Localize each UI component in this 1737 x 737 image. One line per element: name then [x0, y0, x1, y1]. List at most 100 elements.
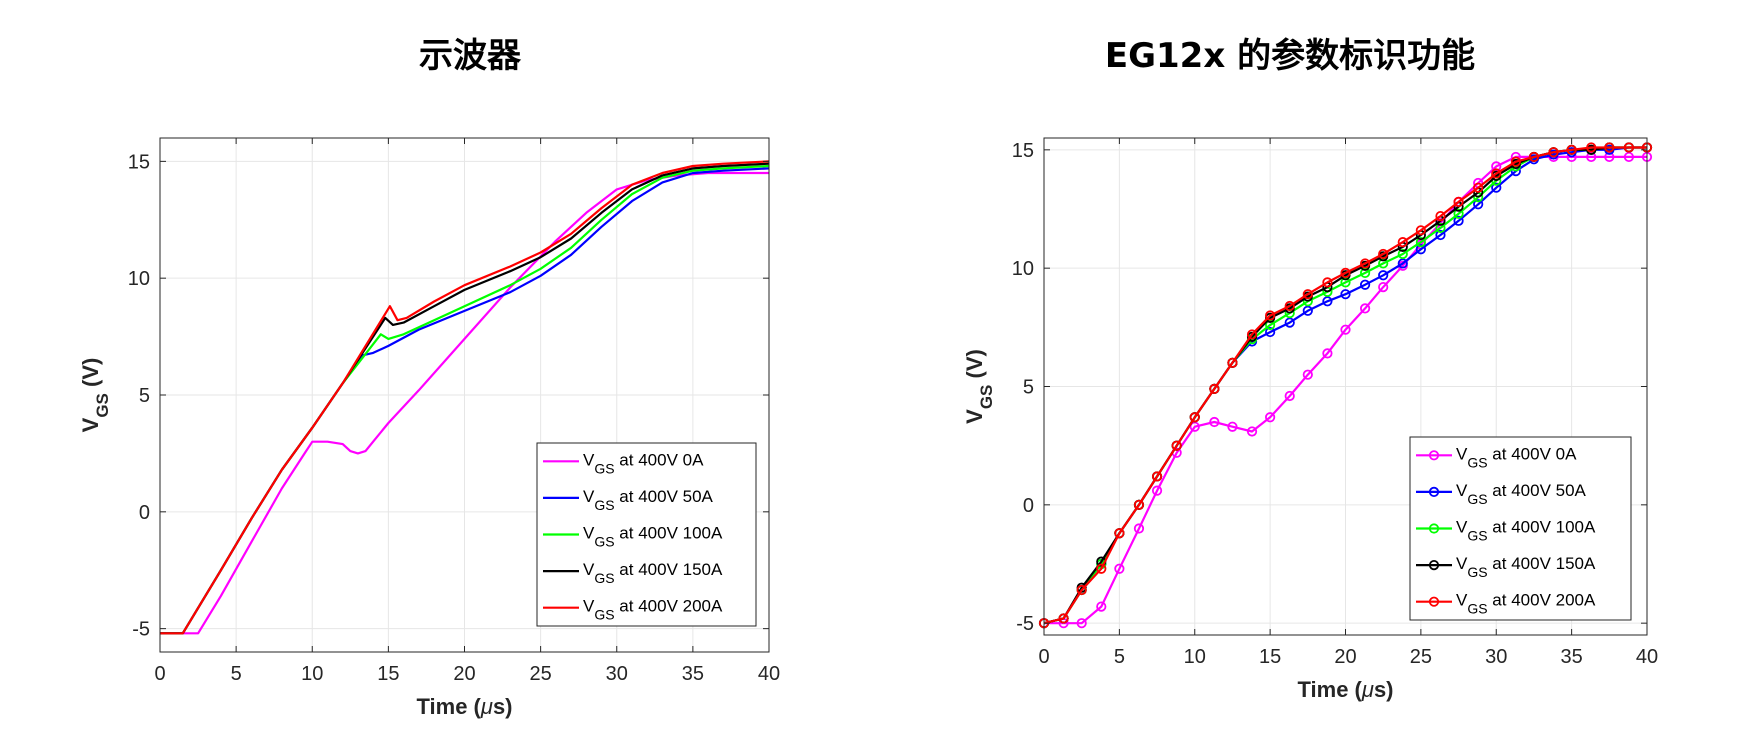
series-line-4 [160, 160, 770, 635]
series-point-2 [1415, 237, 1426, 248]
legend-marker-0 [1428, 450, 1440, 461]
legend-label-4: VGS at 400V 200A [1456, 591, 1596, 617]
series-point-0 [1076, 618, 1087, 629]
legend-label-0: VGS at 400V 0A [583, 450, 704, 476]
series-point-1 [1435, 229, 1446, 241]
x-tick-label: 20 [1334, 646, 1356, 668]
series-point-2 [1359, 267, 1371, 278]
y-tick-label: 10 [128, 268, 150, 290]
series-point-4 [1246, 329, 1258, 340]
series-point-0 [1378, 281, 1389, 293]
x-tick-label: 40 [1636, 646, 1658, 668]
legend-label-1: VGS at 400V 50A [583, 487, 714, 513]
series-point-0 [1265, 412, 1276, 423]
series-point-4 [1378, 248, 1389, 260]
x-axis-label: Time (μs) [1297, 677, 1393, 702]
legend: VGS at 400V 0A VGS at 400V 50A VGS at 400V… [536, 442, 757, 627]
x-tick-label: 30 [1485, 646, 1507, 668]
series-point-2 [1340, 277, 1351, 288]
legend-marker-4 [1428, 596, 1440, 607]
series-point-4 [1096, 563, 1107, 574]
series-point-4 [1302, 289, 1313, 300]
series-point-4 [1473, 182, 1484, 193]
y-tick-label: 5 [139, 385, 150, 407]
x-axis-label: Time (μs) [416, 694, 512, 719]
series-line-0 [160, 171, 769, 635]
series-point-4 [1623, 142, 1635, 153]
x-tick-label: 20 [453, 663, 475, 685]
series-point-4 [1548, 147, 1559, 158]
series-point-4 [1586, 142, 1597, 153]
series-point-0 [1322, 348, 1333, 359]
series-point-2 [1397, 248, 1408, 260]
series-point-4 [1604, 142, 1615, 153]
series-point-0 [1133, 523, 1145, 534]
series-point-4 [1415, 225, 1426, 236]
y-tick-label: 5 [1023, 377, 1034, 399]
series-point-4 [1076, 584, 1087, 596]
legend-marker-2 [1428, 523, 1440, 534]
series-point-0 [1246, 426, 1258, 437]
series-point-1 [1415, 244, 1426, 255]
series-point-4 [1453, 196, 1464, 207]
series-point-4 [1114, 528, 1125, 539]
legend-label-3: VGS at 400V 150A [1456, 554, 1596, 580]
y-tick-label: 0 [139, 502, 150, 524]
series-point-2 [1435, 222, 1446, 234]
series-point-0 [1151, 485, 1163, 496]
series-point-0 [1604, 151, 1615, 163]
chart-title-left: 示波器 [419, 36, 521, 76]
series-point-1 [1453, 215, 1464, 226]
legend-label-1: VGS at 400V 50A [1456, 481, 1587, 507]
x-tick-label: 30 [606, 663, 628, 685]
series-point-4 [1510, 156, 1521, 167]
series-point-0 [1189, 421, 1200, 432]
x-tick-label: 35 [1561, 646, 1583, 668]
y-tick-label: -5 [132, 619, 150, 641]
series-point-0 [1114, 563, 1125, 574]
series-point-0 [1302, 369, 1313, 380]
series-point-0 [1227, 421, 1238, 432]
series-point-4 [1528, 151, 1540, 163]
y-tick-label: 15 [1012, 140, 1034, 162]
series-point-0 [1209, 416, 1220, 428]
series-point-1 [1340, 289, 1351, 300]
series-point-1 [1491, 182, 1502, 193]
series-point-1 [1284, 317, 1295, 328]
series-point-4 [1284, 300, 1295, 312]
series-point-0 [1340, 324, 1351, 335]
legend: VGS at 400V 0A VGS at 400V 50A VGS at 400V… [1409, 436, 1632, 621]
y-axis-label: VGS (V) [962, 349, 996, 424]
series-point-4 [1322, 277, 1333, 288]
x-tick-label: 10 [301, 663, 323, 685]
y-tick-label: 15 [128, 151, 150, 173]
x-tick-label: 0 [1038, 646, 1049, 668]
series-point-2 [1453, 208, 1464, 219]
series-point-1 [1322, 296, 1333, 307]
series-point-2 [1378, 258, 1389, 269]
series-point-4 [1397, 237, 1408, 248]
legend-label-2: VGS at 400V 100A [1456, 518, 1596, 544]
series-point-4 [1171, 440, 1182, 451]
y-axis-label: VGS (V) [78, 358, 112, 433]
series-point-4 [1265, 310, 1276, 321]
series-point-1 [1302, 305, 1313, 316]
series-point-4 [1133, 499, 1145, 510]
x-tick-label: 0 [154, 663, 165, 685]
series-point-4 [1209, 383, 1220, 394]
x-tick-label: 5 [231, 663, 242, 685]
series-point-4 [1227, 357, 1238, 368]
x-tick-label: 15 [1259, 646, 1281, 668]
series-point-0 [1491, 161, 1502, 172]
series-point-0 [1096, 601, 1107, 612]
series-point-4 [1189, 412, 1200, 423]
series-point-2 [1265, 319, 1276, 331]
x-tick-label: 25 [530, 663, 552, 685]
series-point-4 [1566, 144, 1577, 155]
x-tick-label: 40 [758, 663, 780, 685]
legend-label-4: VGS at 400V 200A [583, 597, 723, 623]
series-point-1 [1265, 326, 1276, 338]
series-point-0 [1586, 151, 1597, 163]
legend-marker-1 [1428, 486, 1440, 497]
